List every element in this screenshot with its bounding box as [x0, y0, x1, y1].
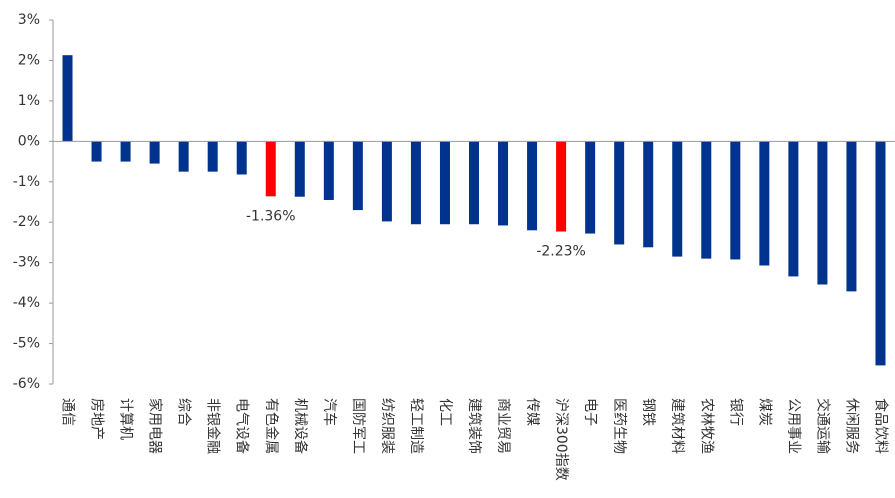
bar — [730, 141, 741, 260]
bar — [352, 141, 363, 211]
x-tick-label: 食品饮料 — [872, 398, 889, 454]
bar — [207, 141, 218, 172]
x-tick-label: 汽车 — [321, 398, 338, 426]
bar — [846, 141, 857, 292]
bar — [759, 141, 770, 266]
bar — [294, 141, 305, 197]
y-tick-label: -4% — [13, 295, 40, 311]
y-tick-label: 0% — [18, 133, 40, 149]
bar — [120, 141, 131, 162]
x-tick-label: 农林牧渔 — [698, 398, 714, 454]
x-tick-label: 非银金融 — [205, 398, 221, 454]
bar — [701, 141, 712, 259]
x-tick-label: 商业贸易 — [495, 398, 511, 454]
bar — [469, 141, 479, 225]
bar — [672, 141, 683, 257]
x-tick-label: 公用事业 — [785, 398, 801, 454]
bar — [62, 55, 73, 142]
x-tick-label: 通信 — [60, 398, 76, 426]
bar — [439, 141, 450, 225]
bar — [236, 141, 247, 175]
bar — [91, 141, 102, 162]
data-label: -2.23% — [536, 244, 586, 260]
x-tick-label: 国防军工 — [350, 398, 366, 454]
x-tick-label: 纺织服装 — [379, 398, 395, 454]
bar — [498, 141, 509, 226]
bar — [788, 141, 799, 277]
x-tick-label: 房地产 — [89, 398, 105, 440]
bar — [585, 141, 596, 234]
x-tick-label: 电子 — [582, 398, 598, 426]
y-tick-label: -1% — [13, 174, 40, 190]
x-tick-label: 建筑装饰 — [466, 398, 482, 454]
x-tick-label: 医药生物 — [611, 398, 627, 454]
x-tick-label: 建筑材料 — [669, 398, 685, 454]
data-label: -1.36% — [246, 208, 296, 224]
bar — [265, 141, 276, 197]
x-tick-label: 煤炭 — [756, 398, 772, 426]
x-tick-label: 计算机 — [118, 398, 134, 440]
bar — [178, 141, 189, 172]
y-tick-label: -6% — [13, 376, 40, 392]
x-tick-label: 电气设备 — [234, 398, 251, 454]
bar — [527, 141, 538, 231]
y-tick-label: 2% — [18, 52, 40, 68]
y-tick-label: -2% — [13, 214, 40, 230]
x-tick-label: 轻工制造 — [408, 398, 424, 454]
bar — [875, 141, 886, 366]
x-tick-label: 钢铁 — [640, 398, 656, 426]
x-tick-label: 银行 — [727, 398, 743, 426]
bar — [556, 141, 567, 232]
bar — [643, 141, 654, 248]
bar — [381, 141, 392, 222]
bar — [614, 141, 625, 245]
x-tick-label: 机械设备 — [292, 398, 309, 454]
bar — [323, 141, 334, 200]
x-tick-label: 综合 — [176, 398, 192, 426]
y-tick-label: -3% — [13, 255, 40, 271]
x-tick-label: 交通运输 — [814, 398, 831, 454]
x-tick-label: 传媒 — [524, 398, 540, 426]
x-tick-label: 休闲服务 — [843, 398, 859, 454]
x-tick-label: 家用电器 — [147, 398, 164, 454]
x-tick-label: 化工 — [437, 398, 453, 426]
bar — [410, 141, 421, 225]
bar — [149, 141, 160, 164]
y-tick-label: 1% — [18, 93, 40, 109]
x-tick-label: 有色金属 — [263, 398, 280, 454]
bar — [817, 141, 828, 285]
y-tick-label: 3% — [18, 12, 40, 28]
y-tick-label: -5% — [13, 336, 40, 352]
x-tick-label: 沪深300指数 — [553, 398, 569, 481]
